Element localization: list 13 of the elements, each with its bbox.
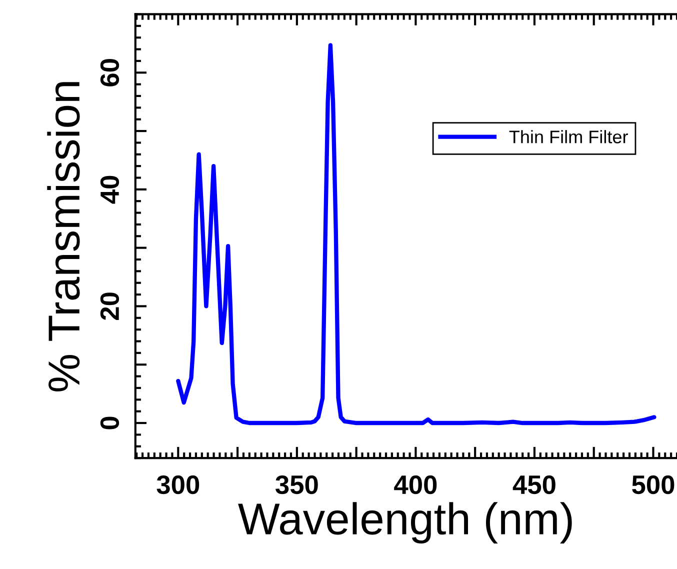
y-tick-label: 40 [100, 176, 120, 204]
x-tick-label: 400 [394, 475, 437, 494]
x-tick-label: 350 [276, 475, 318, 494]
y-tick-label: 60 [100, 59, 120, 86]
x-axis-title: Wavelength (nm) [238, 502, 572, 544]
x-tick-label: 450 [512, 475, 556, 494]
y-tick-label: 0 [100, 416, 120, 430]
line-series [176, 43, 656, 426]
x-tick-label: 300 [156, 475, 200, 494]
y-tick-label: 20 [100, 292, 120, 320]
legend-label: Thin Film Filter [509, 130, 628, 144]
x-tick-label: 500 [632, 475, 674, 494]
y-axis-title: % Transmission [47, 82, 80, 392]
